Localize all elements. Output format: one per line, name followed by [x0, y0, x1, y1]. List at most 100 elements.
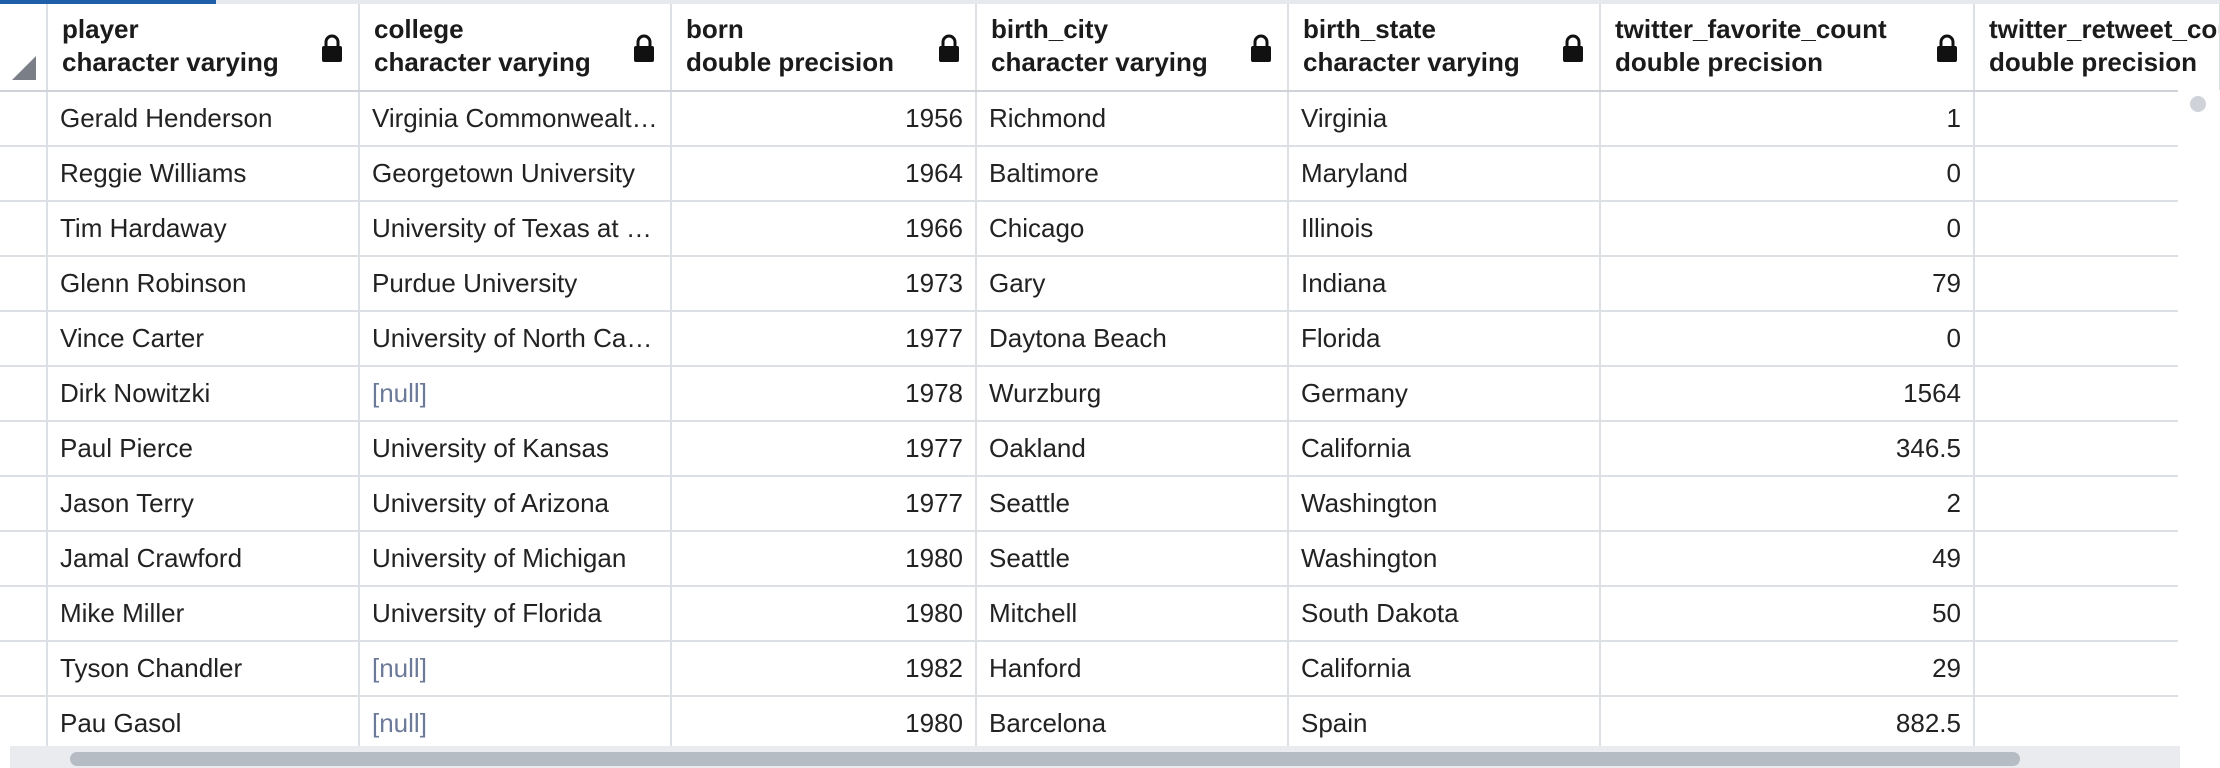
cell-college[interactable]: [null]	[359, 641, 672, 697]
table-row[interactable]: Tim Hardaway University of Texas at E… 196…	[0, 201, 2220, 257]
cell-birth-state[interactable]: Maryland	[1288, 146, 1601, 202]
cell-birth-city[interactable]: Baltimore	[976, 146, 1289, 202]
row-header[interactable]	[0, 476, 48, 532]
cell-birth-city[interactable]: Seattle	[976, 476, 1289, 532]
cell-born[interactable]: 1977	[671, 421, 977, 477]
cell-birth-state[interactable]: Florida	[1288, 311, 1601, 367]
cell-college[interactable]: University of Michigan	[359, 531, 672, 587]
cell-player[interactable]: Gerald Henderson	[47, 91, 360, 147]
cell-twitter-favorite-count[interactable]: 50	[1600, 586, 1975, 642]
table-row[interactable]: Gerald Henderson Virginia Commonwealt… 195…	[0, 91, 2220, 147]
vertical-scrollbar[interactable]	[2178, 90, 2220, 746]
cell-born[interactable]: 1980	[671, 586, 977, 642]
cell-player[interactable]: Vince Carter	[47, 311, 360, 367]
cell-player[interactable]: Mike Miller	[47, 586, 360, 642]
cell-born[interactable]: 1980	[671, 531, 977, 587]
cell-player[interactable]: Glenn Robinson	[47, 256, 360, 312]
cell-born[interactable]: 1978	[671, 366, 977, 422]
cell-born[interactable]: 1973	[671, 256, 977, 312]
horizontal-scrollbar-thumb[interactable]	[70, 752, 2020, 766]
cell-college[interactable]: Georgetown University	[359, 146, 672, 202]
cell-birth-city[interactable]: Seattle	[976, 531, 1289, 587]
cell-born[interactable]: 1966	[671, 201, 977, 257]
cell-twitter-favorite-count[interactable]: 49	[1600, 531, 1975, 587]
column-header-twitter-retweet-count[interactable]: twitter_retweet_cou double precision	[1974, 4, 2220, 92]
cell-player[interactable]: Reggie Williams	[47, 146, 360, 202]
cell-twitter-favorite-count[interactable]: 0	[1600, 201, 1975, 257]
table-row[interactable]: Jason Terry University of Arizona 1977 Seat…	[0, 476, 2220, 532]
table-row[interactable]: Pau Gasol [null] 1980 Barcelona Spain 882.5	[0, 696, 2220, 746]
horizontal-scrollbar[interactable]	[10, 746, 2180, 768]
cell-born[interactable]: 1964	[671, 146, 977, 202]
row-header[interactable]	[0, 201, 48, 257]
cell-birth-city[interactable]: Hanford	[976, 641, 1289, 697]
cell-player[interactable]: Jamal Crawford	[47, 531, 360, 587]
row-header[interactable]	[0, 91, 48, 147]
cell-birth-city[interactable]: Oakland	[976, 421, 1289, 477]
cell-player[interactable]: Paul Pierce	[47, 421, 360, 477]
row-header[interactable]	[0, 146, 48, 202]
table-row[interactable]: Dirk Nowitzki [null] 1978 Wurzburg Germany 15…	[0, 366, 2220, 422]
cell-twitter-favorite-count[interactable]: 2	[1600, 476, 1975, 532]
cell-college[interactable]: University of Texas at E…	[359, 201, 672, 257]
cell-college[interactable]: Purdue University	[359, 256, 672, 312]
table-row[interactable]: Vince Carter University of North Car… 1977…	[0, 311, 2220, 367]
cell-twitter-favorite-count[interactable]: 1	[1600, 91, 1975, 147]
row-header[interactable]	[0, 696, 48, 746]
vertical-scrollbar-thumb[interactable]	[2190, 96, 2206, 112]
table-row[interactable]: Tyson Chandler [null] 1982 Hanford Californi…	[0, 641, 2220, 697]
cell-college[interactable]: University of Florida	[359, 586, 672, 642]
row-header[interactable]	[0, 311, 48, 367]
cell-birth-city[interactable]: Daytona Beach	[976, 311, 1289, 367]
table-row[interactable]: Paul Pierce University of Kansas 1977 Oakla…	[0, 421, 2220, 477]
cell-birth-city[interactable]: Gary	[976, 256, 1289, 312]
cell-player[interactable]: Tyson Chandler	[47, 641, 360, 697]
cell-college[interactable]: [null]	[359, 366, 672, 422]
cell-twitter-favorite-count[interactable]: 0	[1600, 146, 1975, 202]
cell-birth-state[interactable]: Washington	[1288, 531, 1601, 587]
cell-birth-city[interactable]: Wurzburg	[976, 366, 1289, 422]
column-header-twitter-favorite-count[interactable]: twitter_favorite_count double precision	[1600, 4, 1975, 92]
cell-college[interactable]: University of Arizona	[359, 476, 672, 532]
cell-twitter-favorite-count[interactable]: 882.5	[1600, 696, 1975, 746]
cell-twitter-favorite-count[interactable]: 346.5	[1600, 421, 1975, 477]
cell-birth-state[interactable]: Illinois	[1288, 201, 1601, 257]
cell-player[interactable]: Dirk Nowitzki	[47, 366, 360, 422]
cell-college[interactable]: University of Kansas	[359, 421, 672, 477]
cell-college[interactable]: [null]	[359, 696, 672, 746]
cell-born[interactable]: 1977	[671, 476, 977, 532]
cell-birth-city[interactable]: Chicago	[976, 201, 1289, 257]
cell-birth-state[interactable]: Indiana	[1288, 256, 1601, 312]
cell-twitter-favorite-count[interactable]: 79	[1600, 256, 1975, 312]
cell-born[interactable]: 1977	[671, 311, 977, 367]
column-header-birth-state[interactable]: birth_state character varying	[1288, 4, 1601, 92]
row-header[interactable]	[0, 641, 48, 697]
column-header-college[interactable]: college character varying	[359, 4, 672, 92]
table-row[interactable]: Mike Miller University of Florida 1980 Mitc…	[0, 586, 2220, 642]
table-row[interactable]: Jamal Crawford University of Michigan 1980…	[0, 531, 2220, 587]
cell-born[interactable]: 1982	[671, 641, 977, 697]
row-header[interactable]	[0, 366, 48, 422]
cell-college[interactable]: Virginia Commonwealt…	[359, 91, 672, 147]
cell-birth-state[interactable]: Germany	[1288, 366, 1601, 422]
cell-birth-state[interactable]: South Dakota	[1288, 586, 1601, 642]
row-header[interactable]	[0, 531, 48, 587]
cell-born[interactable]: 1980	[671, 696, 977, 746]
table-row[interactable]: Glenn Robinson Purdue University 1973 Gary I…	[0, 256, 2220, 312]
column-header-birth-city[interactable]: birth_city character varying	[976, 4, 1289, 92]
cell-twitter-favorite-count[interactable]: 0	[1600, 311, 1975, 367]
cell-player[interactable]: Pau Gasol	[47, 696, 360, 746]
cell-college[interactable]: University of North Car…	[359, 311, 672, 367]
cell-birth-state[interactable]: Virginia	[1288, 91, 1601, 147]
column-header-born[interactable]: born double precision	[671, 4, 977, 92]
table-row[interactable]: Reggie Williams Georgetown University 1964…	[0, 146, 2220, 202]
cell-twitter-favorite-count[interactable]: 29	[1600, 641, 1975, 697]
select-all-corner[interactable]	[0, 4, 48, 92]
cell-birth-state[interactable]: Washington	[1288, 476, 1601, 532]
cell-birth-city[interactable]: Mitchell	[976, 586, 1289, 642]
cell-player[interactable]: Jason Terry	[47, 476, 360, 532]
column-header-player[interactable]: player character varying	[47, 4, 360, 92]
cell-birth-city[interactable]: Richmond	[976, 91, 1289, 147]
cell-twitter-favorite-count[interactable]: 1564	[1600, 366, 1975, 422]
row-header[interactable]	[0, 586, 48, 642]
